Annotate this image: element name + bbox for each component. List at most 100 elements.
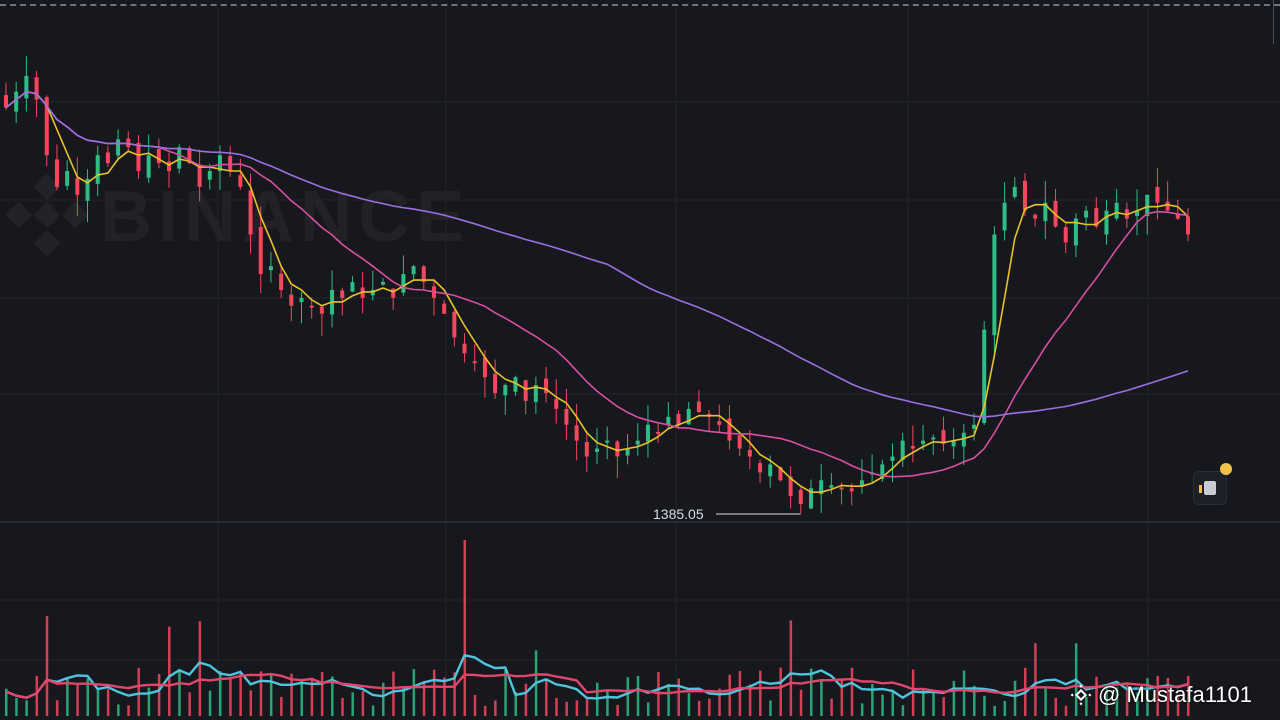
volume-bar [1044,688,1047,716]
candle-body [890,456,895,461]
volume-bar [616,704,619,716]
volume-bar [259,671,263,716]
candle-body [758,463,763,473]
candle-body [961,432,966,447]
volume-bar [1176,695,1180,716]
candle-body [116,139,121,156]
credit-watermark: @ Mustafa1101 [1070,682,1252,708]
candle-body [1033,214,1038,219]
candle-body [686,408,691,425]
volume-bar [147,687,151,716]
candle-body [788,476,793,497]
volume-bar [453,672,456,716]
volume-bar [708,698,711,716]
volume-bar [382,682,385,716]
candle-body [696,401,701,413]
volume-bar [809,668,813,716]
candle-body [839,487,844,490]
candle-body [992,234,997,336]
candle-body [442,303,447,314]
volume-bar [606,690,609,716]
candle-body [635,440,640,445]
candle-body [849,488,854,492]
candle-body [1104,210,1109,235]
volume-bar [320,671,324,716]
volume-bar [1013,680,1017,716]
candle-body [54,159,59,187]
volume-bar [504,669,507,716]
low-price-label: 1385.05 [653,506,704,522]
volume-bar [871,683,874,716]
candle-body [421,266,426,283]
candle-body [982,329,987,424]
candle-body [941,430,946,444]
volume-bar [738,671,742,716]
volume-bar [799,689,803,716]
volume-bar [1146,678,1149,716]
volume-bar [15,698,18,716]
candle-body [615,441,620,457]
volume-bar [5,688,8,716]
candle-body [24,75,29,99]
volume-bar [494,700,497,716]
candle-body [146,155,151,178]
candle-body [4,95,8,108]
candle-body [513,377,518,392]
volume-bar [1085,696,1088,716]
candle-body [972,424,977,429]
volume-bar [942,697,945,716]
note-icon[interactable] [1193,463,1232,505]
candle-body [1022,180,1027,211]
volume-bar [1095,676,1098,716]
volume-bar [361,691,365,716]
candle-body [737,435,742,449]
candle-body [289,294,294,306]
volume-bar [993,705,996,716]
volume-bar [932,692,935,716]
candle-body [299,297,304,303]
volume-bar [555,697,558,716]
notification-dot [1220,463,1232,475]
volume-bar [1136,692,1139,716]
candle-body [1186,216,1190,235]
volume-bar [55,700,59,716]
candle-body [258,227,263,275]
volume-bar [830,698,833,716]
candle-body [666,416,671,425]
volume-bar [962,670,966,716]
candle-body [544,378,549,394]
candle-body [391,288,396,298]
volume-bar [35,675,39,716]
candle-body [778,467,783,481]
volume-bar [769,700,772,716]
candle-body [217,155,222,172]
candle-body [819,480,824,495]
volume-bar [290,673,293,716]
candle-body [207,171,212,180]
volume-bar [310,677,314,716]
volume-bar [96,689,100,716]
candle-body [248,190,253,235]
binance-watermark-logo-icon [5,173,89,257]
volume-bar [371,705,375,716]
candle-body [472,361,477,364]
volume-bar [718,688,721,716]
volume-bar [1125,684,1129,716]
volume-bar [432,669,436,716]
candle-body [279,273,284,290]
candle-body [1135,210,1140,216]
volume-bar [728,674,731,716]
volume-bar [341,697,344,716]
volume-bar [626,677,630,716]
candle-body [564,408,569,425]
volume-bar [66,677,69,716]
volume-bar [351,692,354,716]
volume-bar [1054,697,1058,716]
volume-bar [45,616,49,716]
volume-bar [585,699,589,716]
volume-ma-line-0 [5,653,1189,700]
candle-body [34,77,39,100]
volume-bar [983,695,986,716]
candle-body [880,464,885,479]
